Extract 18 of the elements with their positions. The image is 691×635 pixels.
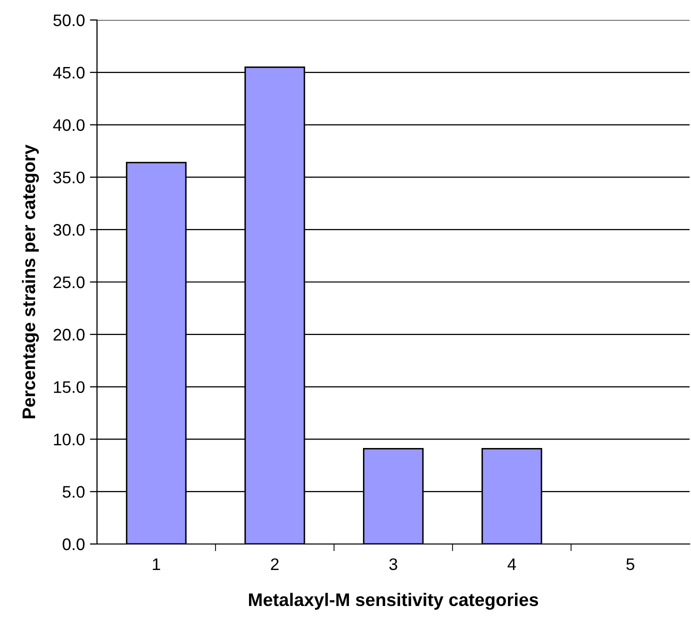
- y-tick-label: 35.0: [53, 172, 85, 184]
- x-tick-label: 2: [270, 558, 279, 570]
- y-tick-label: 40.0: [53, 119, 85, 132]
- y-tick-label: 10.0: [54, 434, 85, 446]
- y-axis-title: Percentage strains per category: [22, 144, 39, 418]
- x-axis-title: Metalaxyl-M sensitivity categories: [249, 592, 538, 610]
- y-tick-label: 15.0: [54, 381, 85, 394]
- x-tick-label: 4: [508, 558, 516, 570]
- y-tick-label: 45.0: [53, 66, 85, 79]
- y-tick-label: 0.0: [62, 538, 85, 550]
- y-tick-label: 25.0: [54, 276, 85, 288]
- y-tick-label: 50.0: [53, 14, 85, 26]
- x-tick-label: 3: [389, 558, 398, 570]
- y-tick-label: 20.0: [54, 328, 85, 341]
- y-tick-label: 5.0: [62, 486, 85, 498]
- y-tick-label: 30.0: [53, 224, 85, 236]
- x-tick-label: 5: [626, 558, 634, 570]
- x-tick-label: 1: [152, 558, 160, 570]
